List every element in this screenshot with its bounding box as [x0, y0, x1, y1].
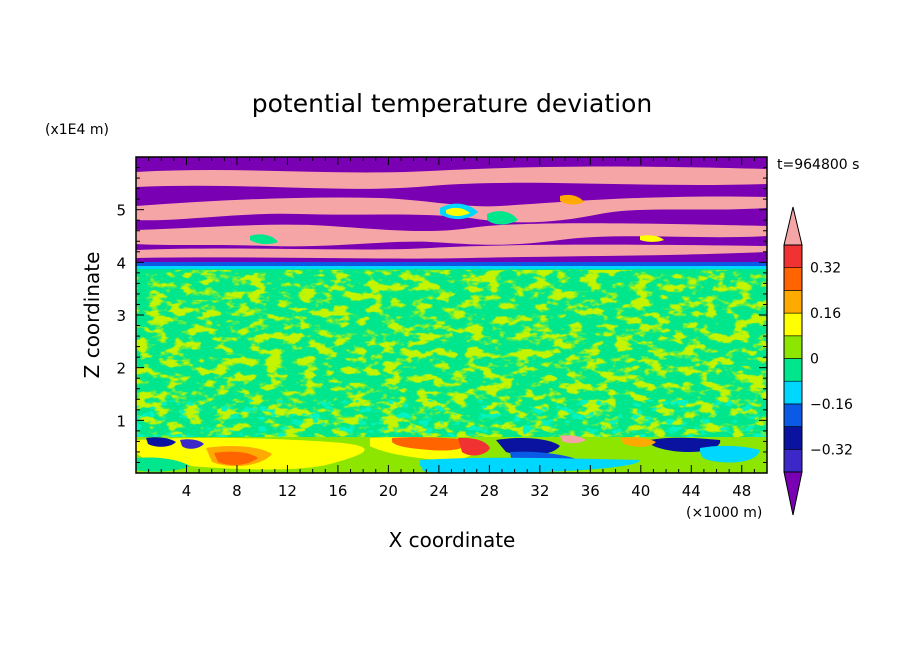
colorbar-bin [783, 358, 803, 382]
colorbar-label: −0.32 [810, 442, 853, 458]
x-tick-label: 20 [379, 482, 398, 500]
colorbar [783, 206, 803, 516]
y-ticks [136, 167, 767, 463]
x-tick-label: 48 [732, 482, 751, 500]
x-tick-label: 16 [328, 482, 347, 500]
contour-field [136, 157, 767, 473]
x-tick-label: 44 [682, 482, 701, 500]
colorbar-label: −0.16 [810, 397, 853, 413]
x-tick-label: 4 [182, 482, 192, 500]
y-tick-label: 1 [116, 412, 126, 430]
colorbar-extend-high [783, 206, 803, 246]
colorbar-label: 0.16 [810, 306, 841, 322]
y-unit-label: (x1E4 m) [45, 122, 109, 138]
colorbar-bin [783, 312, 803, 337]
y-tick-label: 2 [116, 360, 126, 378]
x-axis-label: X coordinate [389, 528, 516, 552]
colorbar-label: 0.32 [810, 261, 841, 277]
y-axis-label: Z coordinate [80, 252, 104, 379]
x-tick-label: 24 [429, 482, 448, 500]
colorbar-bin [783, 335, 803, 359]
colorbar-extend-low [783, 471, 803, 516]
colorbar-frame [783, 244, 803, 473]
colorbar-bin [783, 290, 803, 314]
x-tick-label: 28 [480, 482, 499, 500]
colorbar-bin [783, 380, 803, 405]
y-tick-labels: 1 2 3 4 5 [116, 202, 126, 431]
colorbar-bin [783, 244, 803, 269]
y-tick-label: 3 [116, 307, 126, 325]
x-ticks [148, 157, 755, 473]
x-tick-labels: 4 8 12 16 20 24 28 32 36 40 44 48 [182, 482, 752, 500]
x-tick-label: 36 [581, 482, 600, 500]
colorbar-bin [783, 426, 803, 450]
colorbar-label: 0 [810, 352, 819, 368]
x-tick-label: 8 [232, 482, 242, 500]
colorbar-bin [783, 267, 803, 291]
y-tick-label: 4 [116, 254, 126, 272]
x-tick-label: 32 [530, 482, 549, 500]
colorbar-labels: 0.32 0.16 0 −0.16 −0.32 [810, 261, 853, 459]
colorbar-bin [783, 448, 803, 473]
time-label: t=964800 s [777, 157, 859, 173]
x-tick-label: 12 [278, 482, 297, 500]
x-unit-label: (×1000 m) [686, 505, 762, 521]
y-tick-label: 5 [116, 202, 126, 220]
x-tick-label: 40 [631, 482, 650, 500]
chart-title: potential temperature deviation [252, 89, 652, 118]
colorbar-bin [783, 403, 803, 427]
